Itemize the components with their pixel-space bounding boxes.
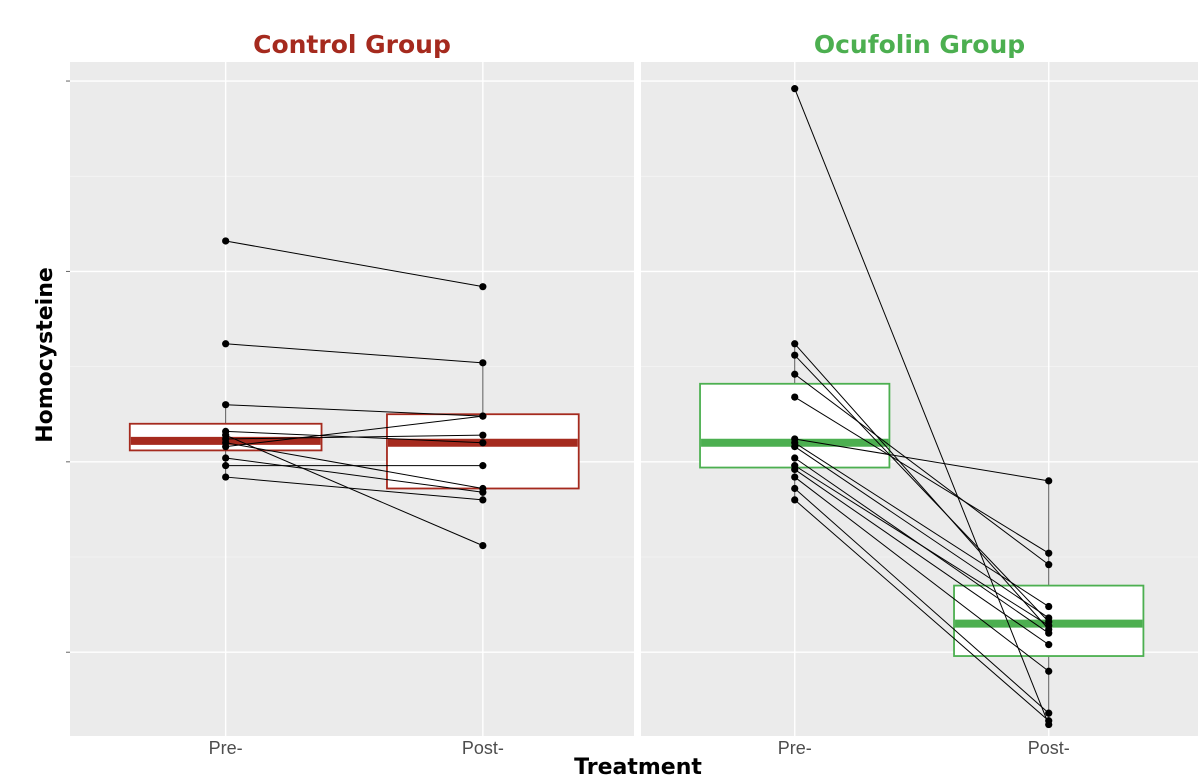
pair-line <box>794 343 1050 630</box>
data-point-post <box>479 431 487 439</box>
data-point-pre <box>791 454 799 462</box>
box-post <box>386 413 580 490</box>
pair-line <box>225 434 483 440</box>
data-point-post <box>479 496 487 504</box>
data-point-post <box>1045 614 1053 622</box>
data-point-pre <box>791 496 799 504</box>
data-point-pre <box>791 393 799 401</box>
data-point-post <box>1045 561 1053 569</box>
data-point-post <box>1045 621 1053 630</box>
panel-title: Control Group <box>253 30 451 59</box>
pair-line <box>794 476 1050 672</box>
data-point-pre <box>222 401 230 409</box>
data-point-post <box>479 359 487 367</box>
pair-line <box>225 240 483 288</box>
panel-0: Control Group Pre- Post- <box>70 30 634 758</box>
pair-line <box>225 434 484 547</box>
data-point-pre <box>791 442 799 451</box>
x-tick-label: Pre- <box>778 738 812 758</box>
data-point-pre <box>791 351 799 359</box>
x-axis-title: Treatment <box>574 755 702 778</box>
x-tick-label: Pre- <box>209 738 243 758</box>
data-point-post <box>479 412 487 420</box>
pair-line <box>225 476 483 501</box>
pair-line <box>794 499 1050 722</box>
data-point-post <box>1045 717 1053 725</box>
data-point-pre <box>222 473 230 481</box>
data-point-pre <box>791 473 799 481</box>
data-point-post <box>479 488 487 496</box>
y-axis-title: Homocysteine <box>33 267 58 443</box>
data-point-post <box>479 542 487 550</box>
data-point-post <box>1045 667 1053 675</box>
pair-line <box>225 404 483 417</box>
pair-line <box>794 465 1049 626</box>
x-tick-label: Post- <box>462 738 504 758</box>
data-point-pre <box>791 484 799 493</box>
pair-line <box>794 438 1049 482</box>
pair-line <box>794 396 1049 554</box>
pair-line <box>794 446 1050 619</box>
data-point-post <box>1045 629 1053 637</box>
pair-line <box>225 415 483 448</box>
pair-line <box>794 354 1050 623</box>
panel-background <box>70 62 634 736</box>
data-point-pre <box>222 340 230 348</box>
data-point-pre <box>222 442 230 451</box>
pair-line <box>794 373 1050 566</box>
data-point-pre <box>791 370 799 378</box>
data-point-post <box>1045 549 1053 557</box>
pair-line <box>794 88 1050 725</box>
data-point-post <box>1045 477 1053 485</box>
data-point-pre <box>791 465 799 474</box>
pair-line <box>225 457 483 493</box>
data-point-post <box>479 439 487 447</box>
pair-line <box>794 469 1050 646</box>
data-point-post <box>479 283 487 291</box>
data-point-post <box>1045 602 1053 611</box>
x-tick-label: Post- <box>1028 738 1070 758</box>
data-point-post <box>479 462 487 470</box>
data-point-pre <box>791 85 799 93</box>
pair-line <box>225 343 483 364</box>
pair-line <box>794 488 1050 714</box>
data-point-pre <box>222 237 230 245</box>
pair-line <box>794 442 1049 607</box>
panel-1: Ocufolin Group Pre- Post- <box>641 30 1198 758</box>
data-point-pre <box>222 462 230 470</box>
data-point-pre <box>222 454 230 462</box>
data-point-post <box>1045 641 1053 649</box>
data-point-post <box>1045 709 1053 717</box>
panel-title: Ocufolin Group <box>814 30 1025 59</box>
data-point-pre <box>791 340 799 348</box>
